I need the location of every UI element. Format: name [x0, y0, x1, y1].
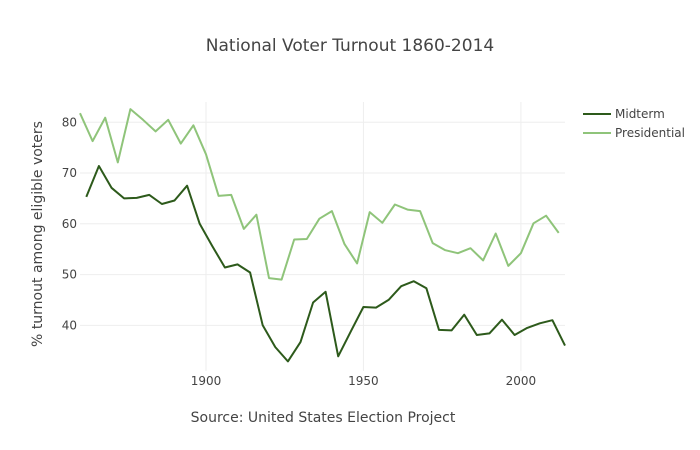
x-tick-1900: 1900 [191, 374, 222, 388]
y-tick-40: 40 [62, 318, 77, 332]
chart-title: National Voter Turnout 1860-2014 [206, 36, 494, 56]
y-tick-70: 70 [62, 166, 77, 180]
y-tick-80: 80 [62, 115, 77, 129]
x-axis-label: Source: United States Election Project [191, 410, 456, 426]
series-line-midterm[interactable] [85, 165, 566, 363]
series-line-presidential[interactable] [79, 108, 560, 281]
legend-label-midterm: Midterm [615, 107, 665, 121]
y-axis-ticks: 40 50 60 70 80 [62, 115, 77, 332]
x-tick-2000: 2000 [506, 374, 537, 388]
y-tick-50: 50 [62, 268, 77, 282]
y-axis-label: % turnout among eligible voters [30, 121, 46, 347]
x-axis-ticks: 1900 1950 2000 [191, 374, 536, 388]
legend-label-presidential: Presidential [615, 126, 685, 140]
y-tick-60: 60 [62, 217, 77, 231]
series-lines [79, 108, 566, 363]
legend-item-midterm[interactable]: Midterm [583, 107, 665, 121]
legend[interactable]: Midterm Presidential [583, 107, 685, 140]
x-tick-1950: 1950 [348, 374, 379, 388]
legend-item-presidential[interactable]: Presidential [583, 126, 685, 140]
